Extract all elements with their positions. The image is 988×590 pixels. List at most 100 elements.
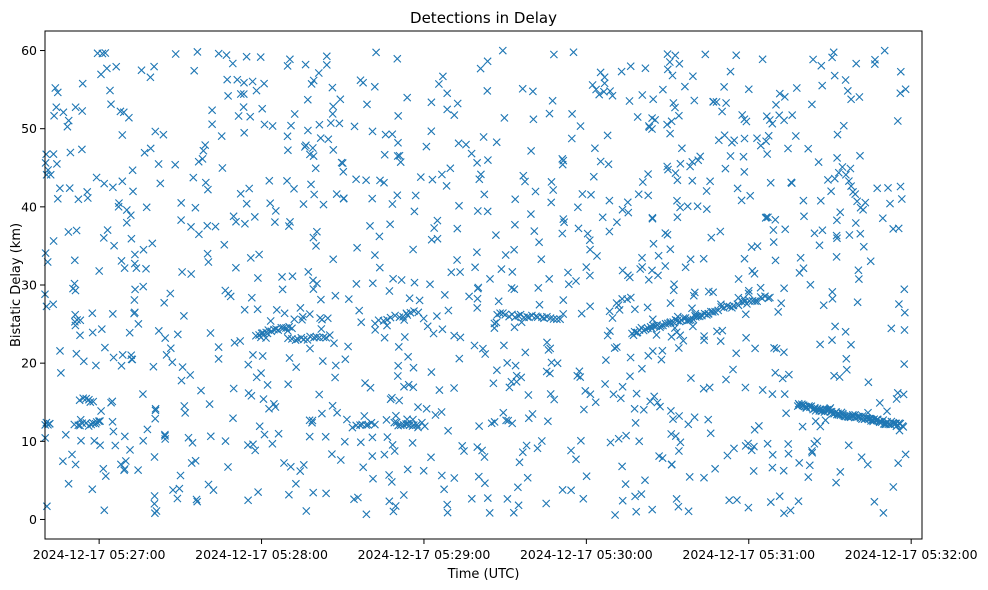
data-point (866, 257, 875, 266)
data-point (769, 226, 778, 234)
data-point (331, 291, 340, 300)
data-point (721, 164, 730, 173)
data-point (666, 299, 675, 308)
data-point (901, 85, 910, 94)
data-point (758, 386, 767, 394)
data-point (243, 441, 252, 450)
data-point (828, 287, 837, 296)
data-point (427, 127, 436, 136)
data-point (447, 268, 456, 277)
data-point (879, 508, 888, 517)
data-point (301, 141, 310, 150)
data-point (684, 507, 693, 516)
data-point (637, 364, 646, 373)
data-point (271, 206, 280, 215)
data-point (688, 176, 697, 185)
data-point (576, 436, 585, 445)
data-point (732, 51, 741, 60)
data-point (600, 79, 609, 88)
data-point (809, 55, 818, 64)
data-point (768, 390, 777, 399)
data-point (328, 401, 337, 410)
data-point (672, 328, 681, 337)
data-point (434, 80, 443, 88)
data-point (819, 301, 828, 310)
data-point (458, 441, 467, 450)
data-point (633, 113, 642, 121)
data-point (893, 388, 902, 397)
data-point (666, 245, 675, 254)
data-point (180, 402, 189, 410)
data-point (625, 97, 634, 105)
data-point (330, 339, 338, 348)
data-point (218, 164, 227, 172)
data-point (606, 438, 615, 447)
data-point (483, 57, 492, 66)
data-point (187, 270, 196, 278)
data-point (298, 312, 307, 321)
data-point (109, 353, 118, 362)
data-point (263, 380, 272, 389)
data-point (483, 207, 492, 216)
data-point (529, 115, 538, 124)
data-point (64, 479, 73, 488)
data-point (161, 435, 170, 443)
data-point (260, 120, 269, 129)
data-point (618, 382, 627, 391)
data-point (58, 457, 67, 466)
data-point (547, 198, 556, 207)
data-point (130, 309, 139, 318)
data-point (564, 268, 572, 277)
data-point (711, 464, 720, 473)
data-point (694, 156, 703, 165)
data-point (543, 417, 552, 426)
data-point (656, 321, 665, 330)
data-point (501, 310, 510, 319)
data-point (744, 439, 753, 448)
data-point (502, 416, 511, 425)
data-point (118, 350, 127, 359)
data-point (870, 415, 879, 424)
data-point (676, 159, 685, 168)
data-point (638, 91, 647, 99)
data-point (336, 456, 345, 464)
data-point (284, 490, 293, 499)
data-point (618, 462, 627, 471)
data-point (193, 47, 202, 56)
data-point (533, 444, 542, 453)
data-point (699, 254, 708, 263)
data-point (52, 103, 61, 112)
data-point (545, 109, 554, 118)
data-point (680, 82, 689, 91)
data-point (763, 213, 772, 222)
data-point (771, 215, 780, 224)
data-point (486, 274, 494, 283)
data-point (666, 129, 675, 138)
data-point (318, 357, 327, 366)
data-point (702, 187, 711, 195)
data-point (788, 111, 797, 120)
data-point (467, 494, 476, 503)
data-point (720, 82, 729, 91)
data-point (427, 453, 435, 462)
data-point (661, 262, 670, 270)
data-point (673, 196, 681, 205)
data-point (480, 453, 489, 461)
data-point (646, 397, 655, 406)
data-point (514, 311, 523, 320)
data-point (71, 103, 80, 112)
data-point (839, 121, 848, 130)
data-point (322, 52, 331, 61)
data-point (455, 354, 464, 363)
data-point (510, 285, 519, 294)
data-point (784, 440, 793, 448)
data-point (363, 100, 371, 109)
data-point (148, 239, 157, 248)
data-point (290, 110, 299, 118)
data-point (312, 227, 321, 236)
data-point (741, 310, 750, 319)
data-point (491, 231, 500, 240)
data-point (742, 117, 751, 126)
data-point (236, 189, 245, 198)
data-point (77, 145, 86, 154)
